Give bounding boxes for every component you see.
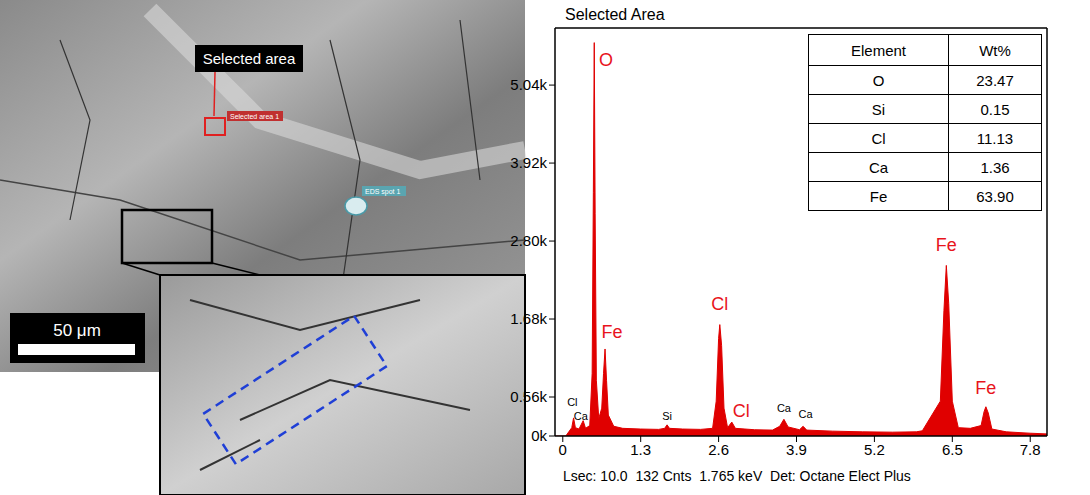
svg-text:0k: 0k (531, 427, 547, 444)
svg-text:2.80k: 2.80k (510, 232, 547, 249)
svg-text:Fe: Fe (936, 235, 957, 255)
svg-text:Si: Si (662, 410, 672, 422)
html-text:11.13: 11.13 (976, 129, 1014, 147)
svg-text:1.3: 1.3 (630, 441, 651, 458)
svg-text:Ca: Ca (574, 410, 589, 422)
svg-text:EDS spot 1: EDS spot 1 (365, 188, 401, 196)
html-text:Fe: Fe (869, 187, 888, 205)
svg-text:Fe: Fe (601, 322, 622, 342)
svg-text:Cl: Cl (733, 401, 750, 421)
svg-text:Selected area: Selected area (203, 50, 296, 67)
svg-text:2.6: 2.6 (708, 441, 729, 458)
svg-text:3.9: 3.9 (786, 441, 807, 458)
html-text:63.90: 63.90 (976, 187, 1014, 205)
svg-text:1.68k: 1.68k (510, 310, 547, 327)
svg-text:Selected area 1: Selected area 1 (230, 113, 279, 120)
svg-text:Ca: Ca (777, 402, 792, 414)
svg-text:50 μm: 50 μm (53, 321, 101, 340)
svg-text:Fe: Fe (975, 378, 996, 398)
svg-text:Cl: Cl (711, 294, 728, 314)
svg-text:O: O (599, 50, 613, 70)
svg-text:6.5: 6.5 (942, 441, 963, 458)
html-text:1.36: 1.36 (980, 158, 1010, 176)
html-text:0.15: 0.15 (980, 100, 1010, 118)
html-text:O: O (872, 71, 885, 89)
html-text:23.47: 23.47 (976, 71, 1014, 89)
html-text:Ca: Ca (868, 158, 889, 176)
html-text:Selected Area: Selected Area (565, 6, 665, 23)
html-text:Cl: Cl (871, 129, 886, 147)
svg-text:5.2: 5.2 (864, 441, 885, 458)
svg-text:Ca: Ca (798, 408, 813, 420)
svg-text:7.8: 7.8 (1020, 441, 1041, 458)
html-text:Lsec: 10.0 132 Cnts 1.765 keV: Lsec: 10.0 132 Cnts 1.765 keV Det: Octan… (563, 468, 911, 484)
html-text:Wt%: Wt% (979, 41, 1011, 59)
svg-text:5.04k: 5.04k (510, 76, 547, 93)
svg-text:3.92k: 3.92k (510, 154, 547, 171)
html-text:Si: Si (871, 100, 886, 118)
svg-text:0.56k: 0.56k (510, 388, 547, 405)
svg-text:Cl: Cl (567, 396, 577, 408)
svg-text:0: 0 (559, 441, 567, 458)
html-text:Element: Element (851, 41, 906, 59)
